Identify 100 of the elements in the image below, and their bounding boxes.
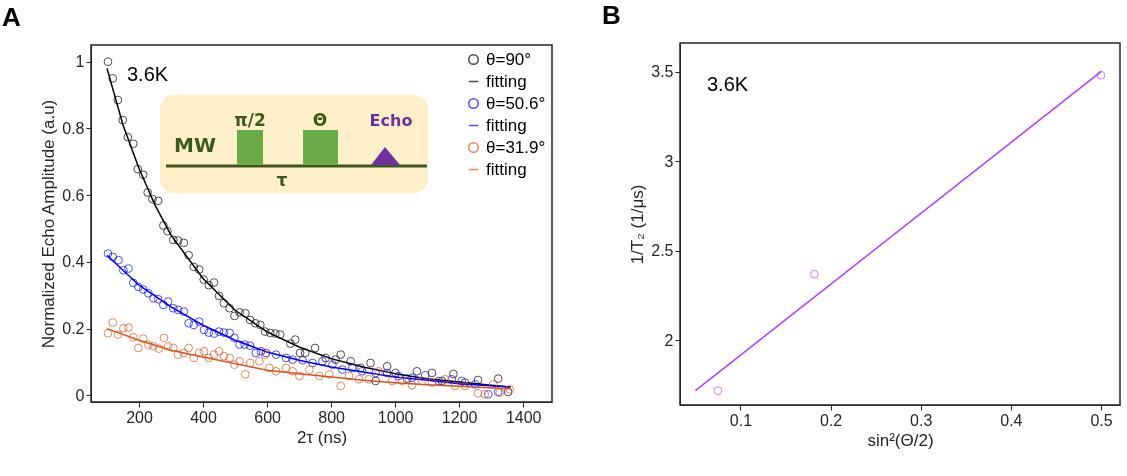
point — [128, 332, 138, 342]
point — [314, 371, 324, 381]
point — [184, 250, 194, 260]
point — [189, 320, 199, 330]
y-tick-label: 0 — [75, 386, 85, 404]
chart-title: B — [602, 0, 621, 30]
point — [149, 341, 158, 351]
point — [470, 379, 480, 389]
point — [412, 366, 422, 376]
point — [163, 297, 173, 306]
point — [118, 265, 128, 275]
point — [450, 381, 460, 391]
point — [153, 294, 163, 304]
point — [219, 298, 229, 308]
x-tick-label: 800 — [318, 408, 346, 426]
point — [809, 269, 819, 279]
point — [189, 353, 199, 363]
point — [300, 348, 310, 358]
point — [204, 328, 214, 337]
point — [103, 249, 113, 258]
point — [158, 221, 168, 230]
point — [225, 353, 234, 363]
x-tick-label: 0.4 — [1000, 411, 1023, 429]
point — [184, 343, 194, 353]
x-tick-label: 0.1 — [729, 411, 753, 429]
point — [240, 340, 250, 349]
point — [346, 356, 356, 366]
point — [209, 329, 219, 338]
point — [473, 388, 483, 398]
point — [366, 358, 375, 368]
point — [225, 328, 234, 338]
y-axis-title: 1/T₂ (1/μs) — [628, 184, 648, 265]
point — [168, 235, 178, 245]
y-tick-label: 0.2 — [62, 320, 85, 338]
y-tick-label: 1 — [75, 53, 85, 71]
point — [281, 353, 291, 363]
point — [240, 369, 250, 379]
point — [402, 374, 412, 384]
point — [123, 132, 133, 142]
x-axis-title: 2τ (ns) — [296, 427, 348, 447]
point — [194, 348, 204, 358]
point — [1096, 70, 1106, 80]
point — [179, 238, 189, 248]
point — [387, 376, 397, 386]
point — [179, 307, 189, 316]
point — [336, 350, 346, 359]
point — [158, 300, 168, 310]
point — [143, 340, 153, 349]
point — [337, 365, 347, 374]
point — [118, 115, 128, 125]
point — [168, 303, 178, 313]
point — [209, 350, 219, 359]
point — [250, 318, 260, 328]
point — [124, 323, 133, 332]
x-tick-label: 400 — [190, 408, 217, 426]
point — [194, 317, 204, 326]
y-tick-label: 2 — [664, 331, 674, 349]
legend-label: θ=31.9° — [486, 137, 546, 157]
point — [199, 346, 209, 356]
point — [256, 346, 266, 356]
point — [331, 355, 340, 364]
point — [347, 363, 357, 373]
point — [364, 374, 374, 384]
point — [143, 188, 153, 197]
point — [138, 334, 148, 343]
point — [288, 355, 298, 364]
point — [133, 164, 143, 174]
point — [260, 327, 270, 336]
point — [184, 318, 194, 328]
point — [271, 366, 281, 376]
legend-label: fitting — [486, 159, 527, 179]
point — [230, 311, 239, 321]
point — [407, 373, 417, 383]
legend-label: θ=90° — [486, 49, 532, 69]
annotation: τ — [276, 170, 288, 190]
point — [149, 293, 158, 303]
x-tick-label: 1000 — [377, 408, 414, 426]
legend-label: fitting — [486, 115, 527, 135]
point — [264, 363, 274, 373]
point — [138, 285, 148, 294]
y-tick-label: 0.8 — [62, 119, 85, 137]
point — [324, 369, 334, 379]
point — [173, 350, 183, 359]
y-tick-label: 3.5 — [651, 63, 674, 81]
legend-label: fitting — [486, 71, 527, 91]
point — [290, 335, 300, 344]
point — [397, 376, 407, 386]
point — [473, 375, 483, 385]
point — [255, 356, 264, 366]
point — [168, 343, 178, 353]
point — [295, 348, 305, 358]
point — [103, 57, 113, 67]
point — [255, 320, 265, 330]
point — [199, 325, 209, 335]
x-tick-label: 1200 — [441, 408, 478, 426]
point — [235, 356, 244, 366]
chart-title: A — [2, 2, 21, 32]
point — [371, 368, 380, 378]
point — [251, 348, 261, 358]
point — [286, 339, 295, 348]
